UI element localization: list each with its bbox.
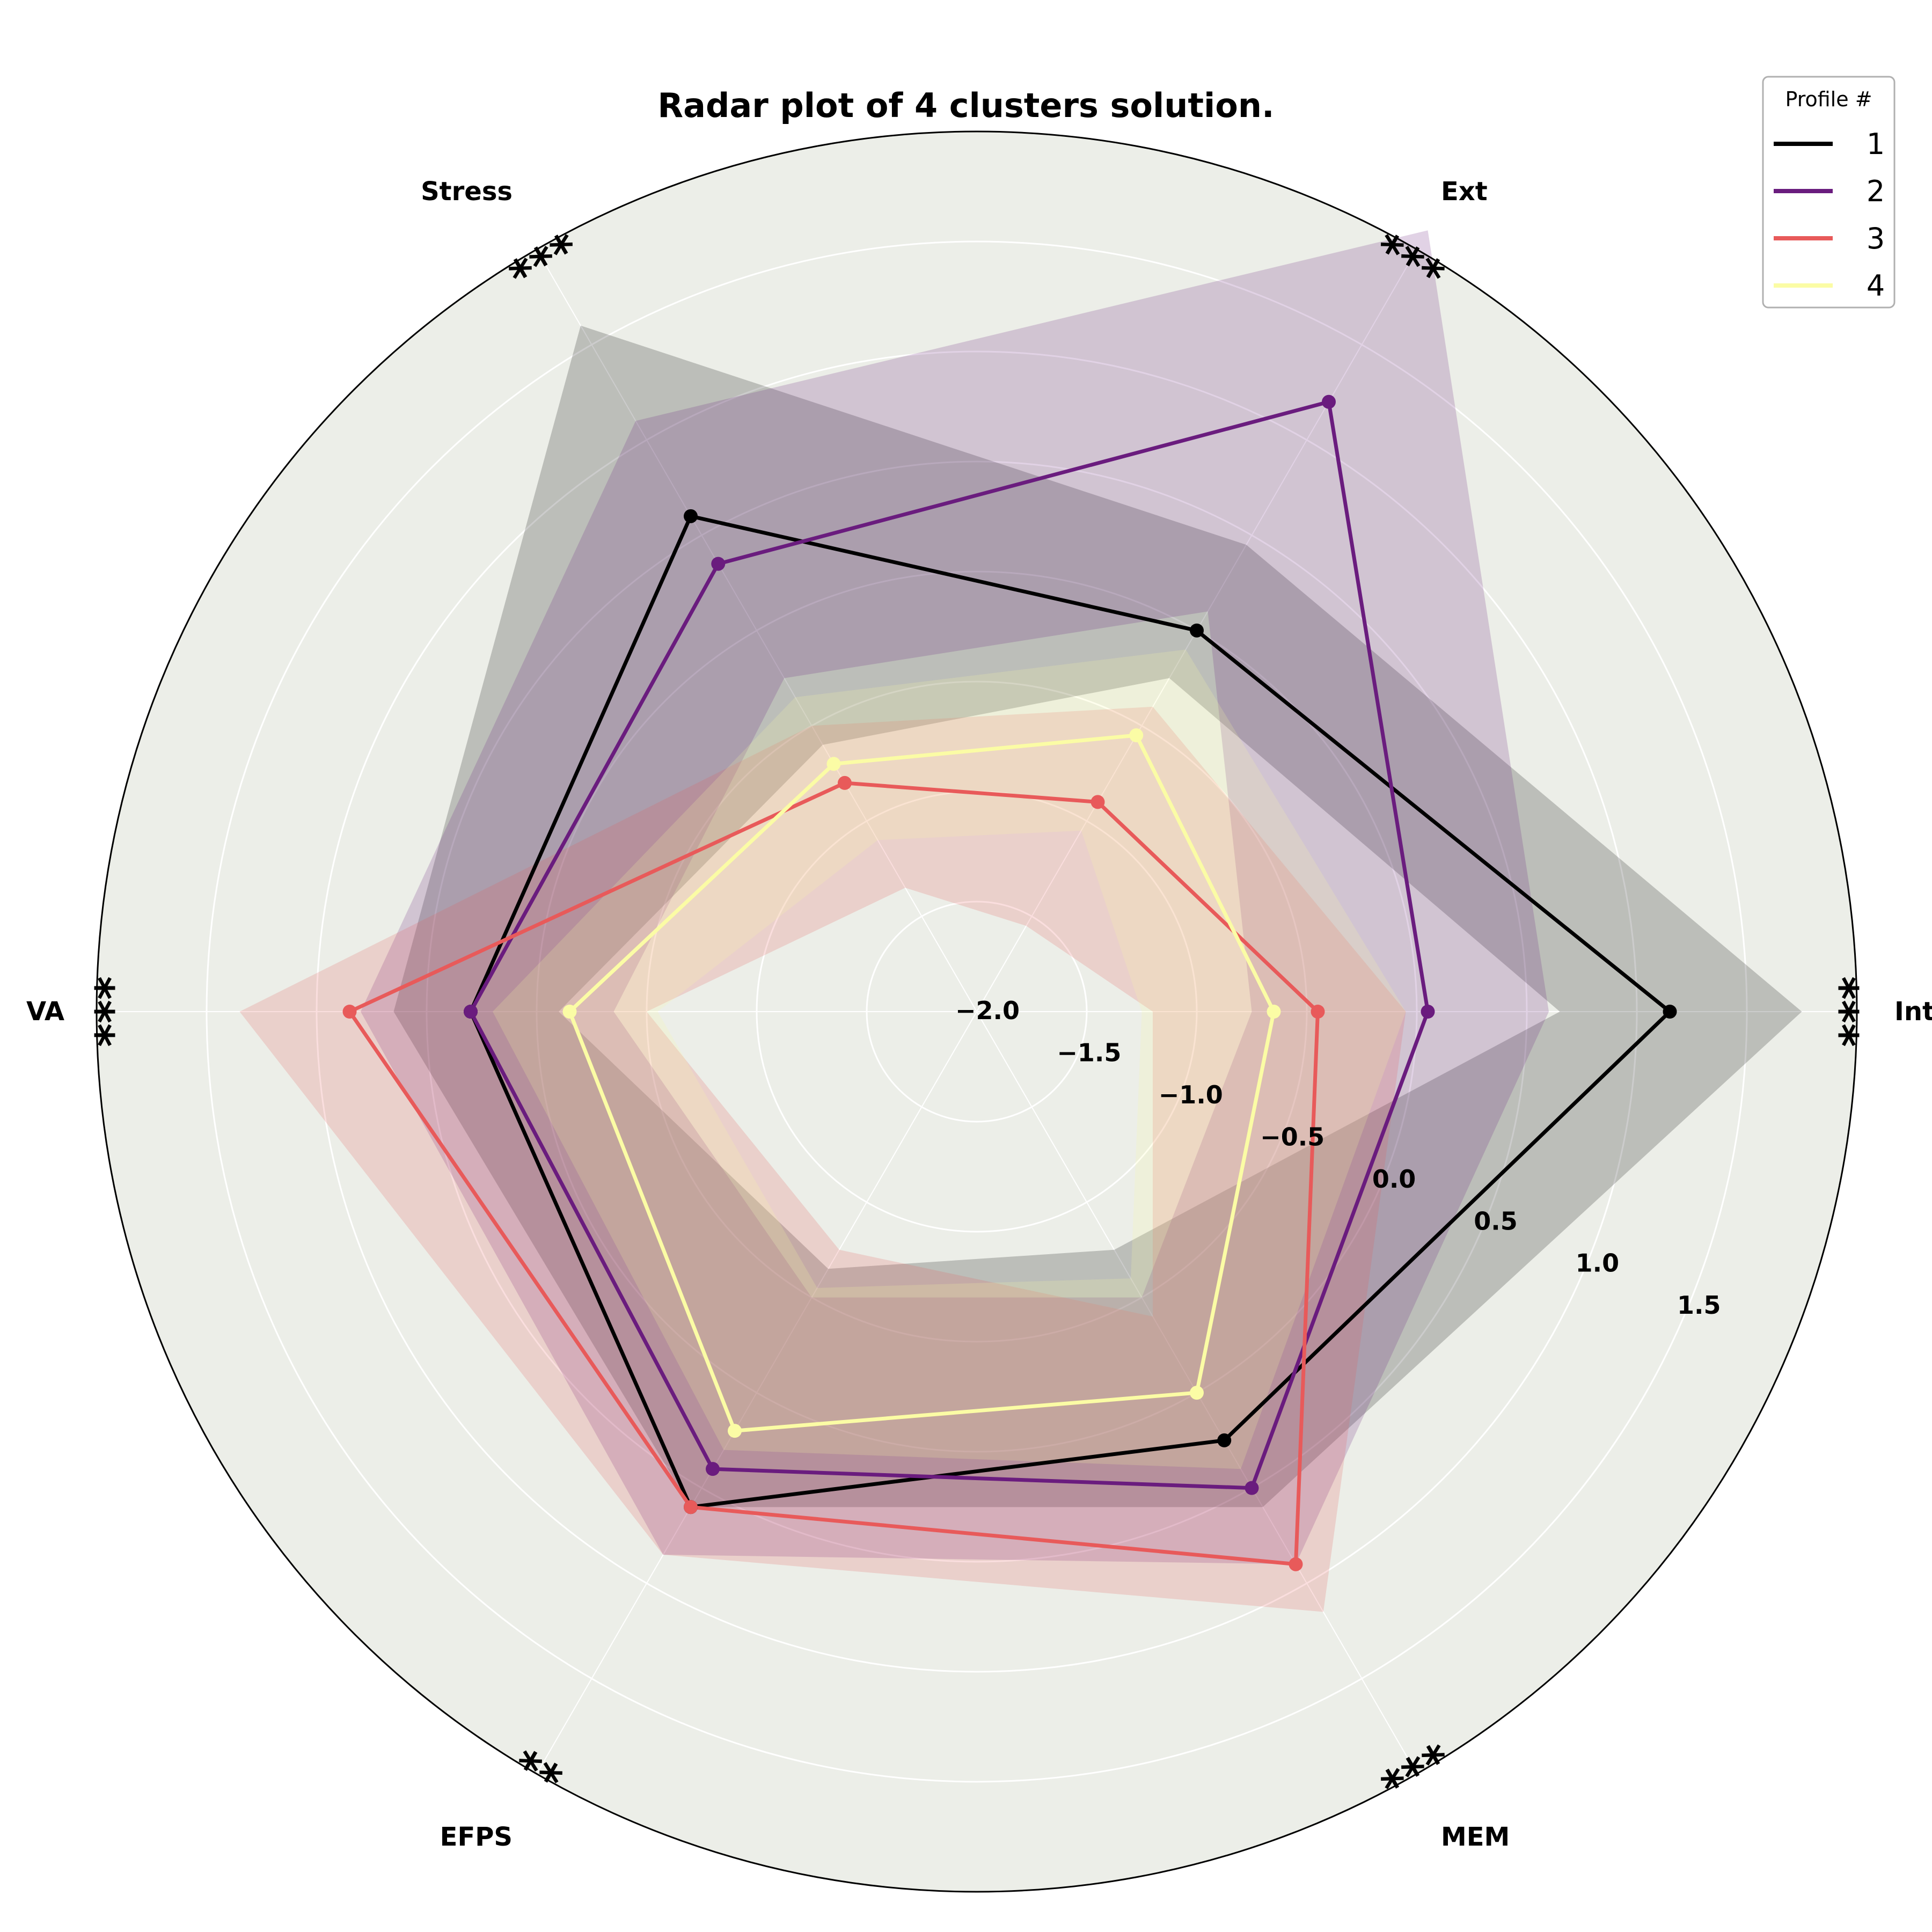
point-series-2-EFPS [706, 1462, 720, 1476]
axis-label-mem: MEM [1441, 1822, 1510, 1852]
point-series-1-Int [1663, 1005, 1677, 1019]
r-tick-label: −2.0 [955, 996, 1020, 1025]
legend-label-2: 2 [1867, 174, 1885, 208]
significance-va: *** [86, 976, 138, 1047]
point-series-4-Int [1267, 1005, 1281, 1019]
point-series-4-EFPS [728, 1424, 742, 1438]
point-series-2-MEM [1245, 1481, 1259, 1495]
band-series-1 [393, 325, 1802, 1507]
grid-spoke [536, 1011, 977, 1774]
legend-label-1: 1 [1867, 127, 1885, 161]
point-series-4-Stress [826, 757, 841, 771]
point-series-2-VA [464, 1005, 478, 1019]
point-series-1-MEM [1217, 1433, 1232, 1447]
axis-label-efps: EFPS [440, 1822, 513, 1852]
band-series-3 [239, 706, 1406, 1612]
axis-label-int: Int [1894, 997, 1932, 1027]
legend: Profile # 1 2 3 4 [1762, 76, 1896, 309]
point-series-2-Ext [1322, 394, 1336, 409]
point-series-3-Int [1311, 1005, 1325, 1019]
legend-label-4: 4 [1867, 269, 1885, 303]
point-series-3-EFPS [684, 1500, 698, 1514]
point-series-3-MEM [1289, 1557, 1303, 1571]
r-tick-label: 1.5 [1677, 1291, 1721, 1320]
r-tick-label: −1.5 [1057, 1038, 1121, 1067]
point-series-4-MEM [1190, 1386, 1204, 1400]
axis-label-stress: Stress [421, 177, 513, 207]
point-series-3-VA [342, 1005, 357, 1019]
point-series-4-Ext [1129, 728, 1144, 743]
legend-title: Profile # [1785, 87, 1872, 111]
r-tick-label: 0.0 [1372, 1165, 1416, 1194]
r-tick-label: −1.0 [1159, 1080, 1223, 1109]
axis-label-va: VA [26, 997, 64, 1027]
axis-labels: Int Ext Stress VA EFPS MEM [26, 177, 1932, 1852]
grid-spoke [536, 249, 977, 1012]
legend-label-3: 3 [1867, 222, 1885, 255]
r-tick-label: 1.0 [1576, 1249, 1620, 1278]
significance-int: *** [1815, 976, 1868, 1047]
point-series-1-Ext [1190, 623, 1204, 638]
point-series-2-Stress [711, 557, 726, 571]
polar-grid [97, 240, 1857, 1783]
point-series-3-Stress [838, 775, 852, 790]
polar-outer-frame [96, 130, 1858, 1893]
point-series-3-Ext [1091, 795, 1105, 809]
point-series-2-Int [1421, 1005, 1435, 1019]
polar-frame [96, 130, 1858, 1893]
radial-tick-labels: −2.0 −1.5 −1.0 −0.5 0.0 0.5 1.0 1.5 [955, 996, 1721, 1320]
point-series-1-Stress [684, 509, 698, 523]
chart-title: Radar plot of 4 clusters solution. [657, 86, 1274, 125]
axis-label-ext: Ext [1441, 177, 1488, 207]
band-series-4 [493, 649, 1406, 1469]
point-series-4-VA [562, 1005, 577, 1019]
series-markers [342, 394, 1677, 1571]
r-tick-label: −0.5 [1260, 1122, 1324, 1151]
r-tick-label: 0.5 [1474, 1206, 1518, 1235]
